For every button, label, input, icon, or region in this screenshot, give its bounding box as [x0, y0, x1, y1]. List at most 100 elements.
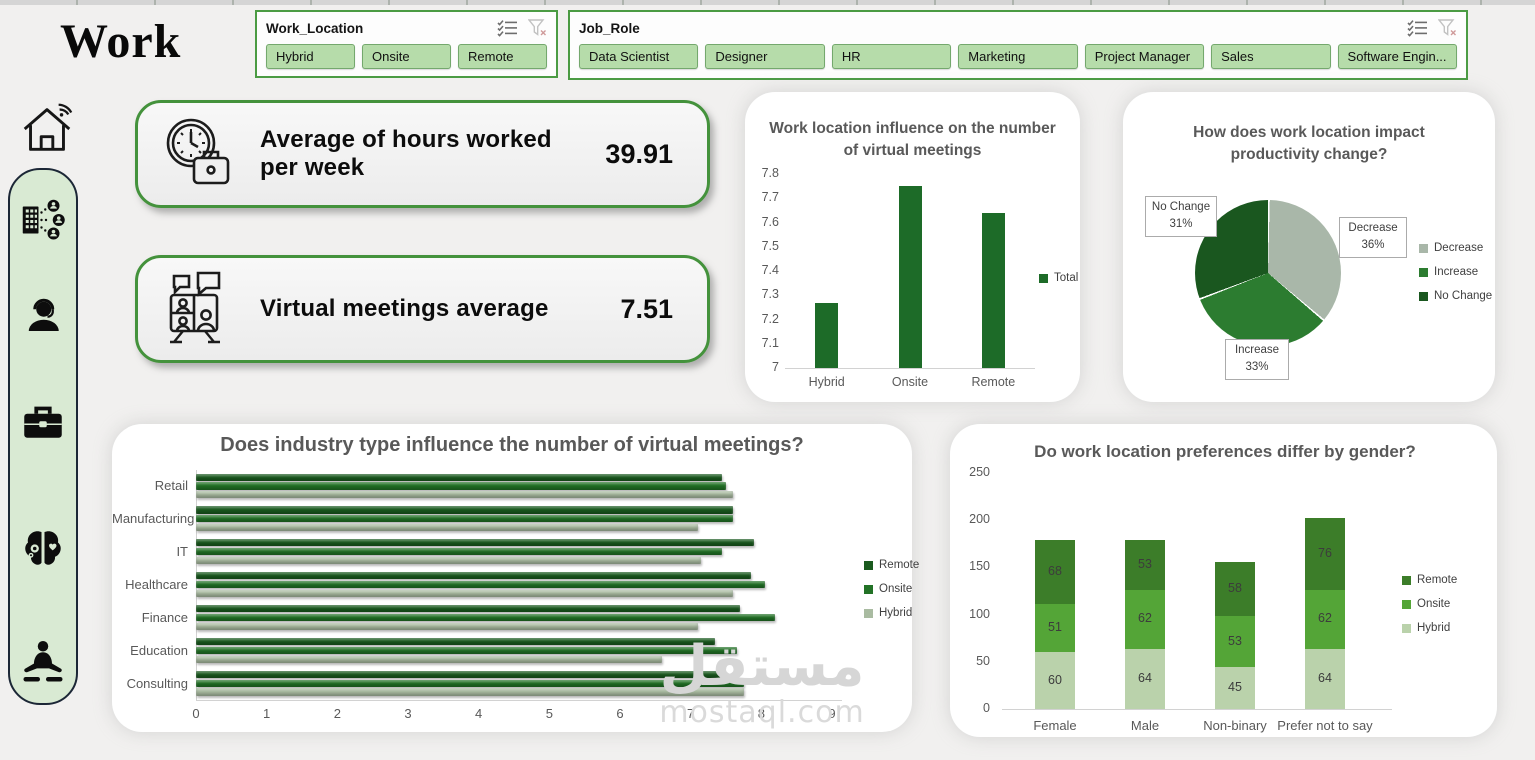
segment-value: 64 [1318, 670, 1332, 685]
hbar-retail-remote[interactable] [196, 473, 723, 481]
hbar-healthcare-remote[interactable] [196, 572, 751, 580]
segment-non-binary-onsite[interactable] [1215, 616, 1255, 667]
slicer-item-remote[interactable]: Remote [458, 44, 547, 69]
callout-value: 36% [1361, 239, 1385, 252]
hbar-retail-hybrid[interactable] [196, 491, 734, 499]
hbar-finance-hybrid[interactable] [196, 622, 698, 630]
legend-item-remote: Remote [1402, 574, 1457, 586]
home-nav-button[interactable] [16, 96, 78, 160]
hbar-consulting-remote[interactable] [196, 670, 726, 678]
legend-swatch [1039, 273, 1048, 283]
multiselect-icon[interactable] [1406, 19, 1428, 37]
slicer-item-designer[interactable]: Designer [705, 44, 825, 69]
segment-non-binary-hybrid[interactable] [1215, 666, 1255, 709]
hbar-manufacturing-remote[interactable] [196, 506, 734, 514]
legend-swatch [864, 560, 873, 570]
slicer-item-sales[interactable]: Sales [1211, 44, 1331, 69]
pie-legend: Decrease Increase No Change [1419, 242, 1492, 314]
clock-briefcase-icon [166, 118, 230, 185]
hbar-it-remote[interactable] [196, 539, 755, 547]
pie-callout-increase: Increase 33% [1225, 339, 1289, 380]
legend-item-remote: Remote [864, 559, 919, 571]
category-label: Consulting [126, 675, 188, 691]
hbar-retail-onsite[interactable] [196, 482, 726, 490]
slicer-item-marketing[interactable]: Marketing [958, 44, 1078, 69]
bar-hybrid[interactable] [815, 302, 839, 368]
segment-female-remote[interactable] [1035, 540, 1075, 605]
legend-swatch [1402, 599, 1411, 609]
segment-prefer-not-to-say-onsite[interactable] [1305, 590, 1345, 649]
hbar-education-remote[interactable] [196, 637, 716, 645]
y-tick: 250 [969, 465, 990, 479]
segment-male-hybrid[interactable] [1125, 648, 1165, 709]
x-category-label: Onsite [891, 375, 929, 389]
kpi-virtual-meetings: Virtual meetings average 7.51 [135, 255, 710, 363]
chart-title: Do work location preferences differ by g… [1034, 442, 1416, 461]
legend-label: Onsite [1417, 598, 1451, 610]
pie-callout-no-change: No Change 31% [1145, 196, 1217, 237]
y-tick: 7.5 [761, 238, 779, 253]
slicer-item-hybrid[interactable]: Hybrid [266, 44, 355, 69]
slicer-item-data-scientist[interactable]: Data Scientist [579, 44, 699, 69]
job-role-slicer: Job_Role Data Scientist Designer HR Marketi… [568, 10, 1468, 80]
segment-male-onsite[interactable] [1125, 590, 1165, 649]
segment-value: 62 [1318, 611, 1332, 626]
slicer-title: Job_Role [579, 20, 640, 36]
clear-filter-icon[interactable] [528, 19, 547, 37]
hbar-manufacturing-hybrid[interactable] [196, 524, 698, 532]
x-tick: 2 [333, 706, 341, 721]
hbar-education-hybrid[interactable] [196, 655, 663, 663]
slicer-item-hr[interactable]: HR [831, 44, 952, 69]
segment-male-remote[interactable] [1125, 540, 1165, 591]
legend-item-onsite: Onsite [1402, 598, 1457, 610]
segment-value: 62 [1138, 611, 1152, 626]
segment-prefer-not-to-say-hybrid[interactable] [1305, 648, 1345, 709]
segment-female-hybrid[interactable] [1035, 652, 1075, 709]
y-tick: 200 [969, 512, 990, 527]
y-tick: 50 [976, 653, 990, 668]
clear-filter-icon[interactable] [1438, 19, 1457, 37]
hbar-finance-onsite[interactable] [196, 613, 776, 622]
hbar-it-hybrid[interactable] [196, 557, 702, 565]
hbar-healthcare-hybrid[interactable] [196, 589, 734, 598]
legend-swatch [1402, 623, 1411, 633]
segment-female-onsite[interactable] [1035, 604, 1075, 653]
legend-item-hybrid: Hybrid [1402, 622, 1457, 634]
organization-network-icon[interactable] [19, 196, 67, 244]
bar-remote[interactable] [981, 212, 1005, 368]
slicer-item-software-engin[interactable]: Software Engin... [1337, 44, 1457, 69]
support-agent-icon[interactable] [19, 292, 67, 340]
briefcase-icon[interactable] [19, 398, 67, 446]
pie-chart[interactable] [1195, 200, 1341, 346]
chart-title: Does industry type influence the number … [220, 434, 804, 456]
hbar-education-onsite[interactable] [196, 646, 737, 654]
hbar-consulting-onsite[interactable] [196, 679, 744, 687]
x-tick: 7 [687, 706, 695, 721]
y-tick: 7 [772, 360, 779, 374]
bar-onsite[interactable] [898, 186, 922, 368]
slicer-item-onsite[interactable]: Onsite [362, 44, 451, 69]
segment-value: 53 [1138, 557, 1152, 572]
work-location-slicer: Work_Location Hybrid Onsite Remote [255, 10, 558, 78]
y-tick: 0 [983, 701, 990, 715]
hbar-it-onsite[interactable] [196, 548, 723, 556]
hbar-finance-remote[interactable] [196, 604, 741, 613]
x-category-label: Male [1130, 718, 1160, 733]
y-tick: 7.8 [761, 166, 779, 180]
chart-card-meetings-by-location: Work location influence on the number of… [745, 92, 1080, 402]
multiselect-icon[interactable] [496, 19, 518, 37]
mental-health-icon[interactable] [19, 526, 67, 574]
segment-non-binary-remote[interactable] [1215, 561, 1255, 617]
meditation-icon[interactable] [19, 638, 67, 686]
legend-label: Remote [1417, 574, 1458, 586]
hbar-consulting-hybrid[interactable] [196, 688, 744, 696]
legend-item-decrease: Decrease [1419, 242, 1492, 254]
x-category-label: Prefer not to say [1277, 718, 1373, 733]
slicer-item-project-manager[interactable]: Project Manager [1084, 44, 1205, 69]
segment-prefer-not-to-say-remote[interactable] [1305, 518, 1345, 591]
x-tick: 1 [263, 706, 271, 721]
hbar-healthcare-onsite[interactable] [196, 580, 765, 589]
hbar-manufacturing-onsite[interactable] [196, 515, 734, 523]
y-tick: 7.2 [761, 311, 779, 326]
legend-label: Hybrid [1417, 622, 1451, 634]
